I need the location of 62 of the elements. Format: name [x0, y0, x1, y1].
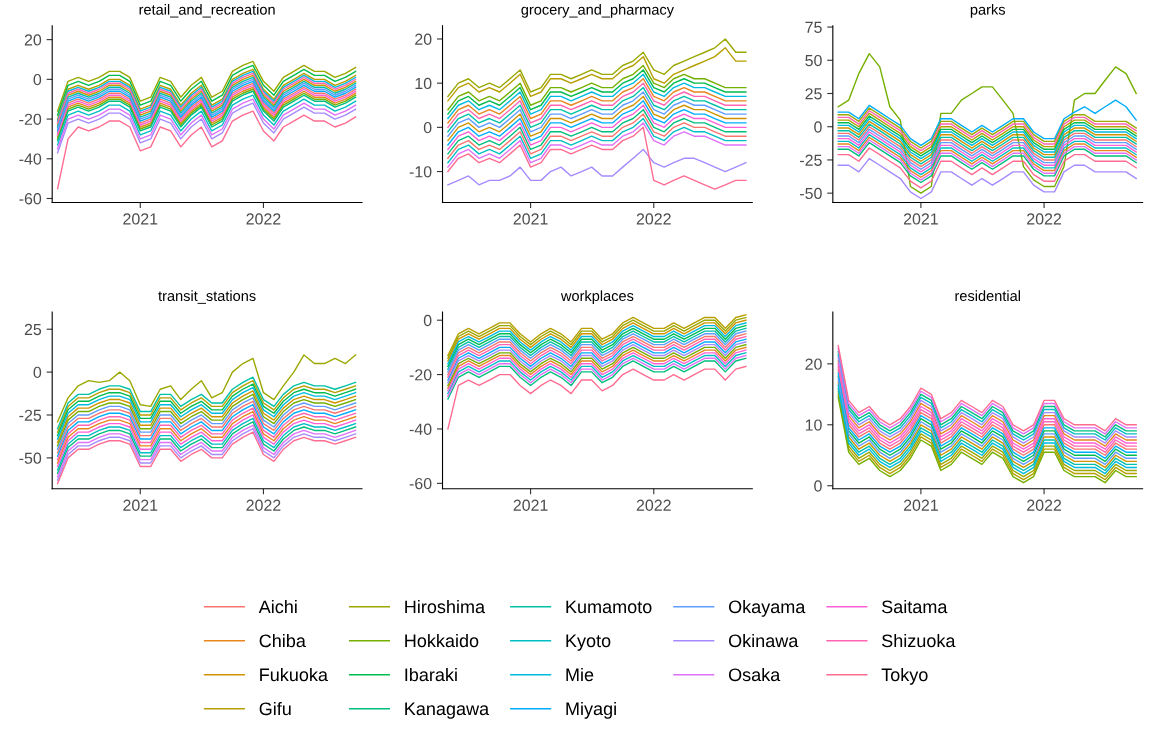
x-tick-label: 2021 [123, 499, 158, 511]
y-tick-label: 25 [805, 88, 822, 100]
y-tick-label: 25 [24, 323, 42, 336]
legend-label: Kanagawa [405, 702, 490, 719]
y-tick-label: -50 [800, 187, 822, 200]
x-tick-label: 2022 [636, 499, 671, 511]
legend-label: Miyagi [566, 701, 616, 719]
y-tick-label: 20 [415, 33, 432, 45]
legend-label: Osaka [728, 667, 781, 682]
chart-title: grocery_and_pharmacy [521, 4, 674, 18]
legend-label: Tokyo [881, 667, 928, 685]
y-tick-label: 0 [814, 480, 822, 492]
y-tick-label: 0 [33, 73, 42, 86]
y-tick-label: 75 [805, 21, 822, 33]
y-tick-label: 0 [814, 121, 822, 133]
x-tick-label: 2021 [903, 499, 938, 511]
x-tick-label: 2022 [1027, 499, 1062, 511]
y-tick-label: -25 [19, 409, 42, 421]
y-tick-label: -20 [409, 369, 432, 381]
legend-label: Okayama [728, 599, 806, 617]
legend-label: Fukuoka [260, 667, 328, 682]
x-tick-label: 2021 [123, 213, 158, 225]
x-tick-label: 2021 [513, 499, 548, 511]
y-tick-label: -60 [19, 193, 42, 205]
x-tick-label: 2022 [246, 499, 281, 511]
chart-title: residential [955, 290, 1020, 302]
legend-label: Okinawa [728, 633, 799, 648]
chart-title: transit_stations [158, 290, 256, 304]
legend-label: Gifu [259, 701, 291, 716]
y-tick-label: 20 [805, 358, 822, 370]
y-tick-label: 0 [423, 314, 432, 327]
legend-label: Hokkaido [405, 633, 479, 648]
legend-label: Chiba [259, 633, 306, 648]
legend-label: Kumamoto [566, 600, 652, 614]
y-tick-label: 20 [24, 34, 42, 46]
y-tick-label: -40 [409, 423, 432, 435]
legend-label: Hiroshima [405, 599, 486, 614]
x-tick-label: 2021 [513, 213, 548, 225]
y-tick-label: -40 [19, 153, 42, 165]
x-tick-label: 2022 [636, 213, 671, 225]
y-tick-label: 10 [805, 419, 822, 431]
y-tick-label: -50 [19, 452, 42, 464]
legend-label: Aichi [258, 599, 297, 614]
chart-title: parks [970, 4, 1006, 18]
y-tick-label: 0 [423, 121, 432, 134]
legend-label: Shizuoka [882, 633, 956, 648]
y-tick-label: 0 [33, 366, 42, 379]
chart-title: workplaces [560, 290, 634, 304]
x-tick-label: 2022 [246, 213, 281, 225]
y-tick-label: 10 [415, 77, 432, 90]
legend-label: Ibaraki [405, 667, 457, 682]
y-tick-label: 50 [805, 54, 822, 67]
y-tick-label: -60 [409, 477, 432, 490]
legend-label: Kyoto [566, 634, 611, 651]
legend-label: Saitama [882, 599, 948, 614]
x-tick-label: 2022 [1027, 213, 1062, 225]
y-tick-label: -10 [409, 166, 432, 178]
y-tick-label: -20 [19, 113, 42, 125]
chart-title: retail_and_recreation [139, 4, 275, 18]
y-tick-label: -25 [800, 154, 822, 166]
legend-label: Mie [566, 667, 594, 682]
x-tick-label: 2021 [903, 213, 938, 225]
